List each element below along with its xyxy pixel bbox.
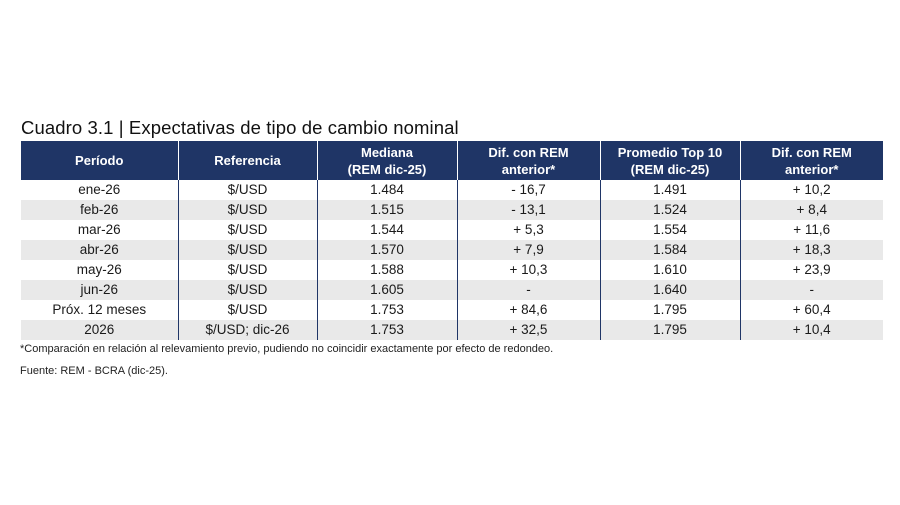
- header-text-line: Período: [75, 153, 124, 168]
- cell-referencia: $/USD: [177, 280, 317, 300]
- cell-promedio-top10: 1.524: [599, 200, 740, 220]
- header-text-line: anterior*: [785, 161, 839, 177]
- source-note: Fuente: REM - BCRA (dic-25).: [20, 365, 168, 377]
- exchange-rate-table: Período Referencia Mediana (REM dic-25) Dif.…: [21, 141, 883, 340]
- cell-referencia: $/USD: [177, 180, 317, 200]
- cell-dif-top10: + 60,4: [739, 300, 883, 320]
- cell-dif-top10: + 10,4: [739, 320, 883, 340]
- header-mediana: Mediana (REM dic-25): [316, 141, 457, 180]
- table-row: jun-26 $/USD 1.605-1.640-: [21, 280, 883, 300]
- header-text-line: (REM dic-25): [347, 161, 427, 177]
- header-promedio-top10: Promedio Top 10 (REM dic-25): [599, 141, 740, 180]
- table-row: may-26 $/USD 1.588 + 10,3 1.610 + 23,9: [21, 260, 883, 280]
- header-row: Período Referencia Mediana (REM dic-25) Dif.…: [21, 141, 883, 180]
- cell-promedio-top10: 1.584: [599, 240, 740, 260]
- cell-referencia: $/USD; dic-26: [177, 320, 317, 340]
- cell-dif-top10: + 18,3: [739, 240, 883, 260]
- cell-mediana: 1.484: [316, 180, 457, 200]
- cell-mediana: 1.544: [316, 220, 457, 240]
- cell-promedio-top10: 1.610: [599, 260, 740, 280]
- cell-promedio-top10: 1.491: [599, 180, 740, 200]
- header-text-line: Referencia: [214, 153, 281, 168]
- cell-promedio-top10: 1.795: [599, 300, 740, 320]
- header-text-line: Dif. con REM: [488, 144, 569, 160]
- header-text-line: (REM dic-25): [630, 161, 710, 177]
- cell-dif-mediana: - 16,7: [456, 180, 600, 200]
- cell-dif-mediana: + 10,3: [456, 260, 600, 280]
- header-periodo: Período: [21, 141, 178, 180]
- cell-dif-mediana: -: [456, 280, 600, 300]
- cell-referencia: $/USD: [177, 300, 317, 320]
- table-body: ene-26 $/USD 1.484- 16,7 1.491 + 10,2 feb-26 $…: [21, 180, 883, 340]
- cell-dif-top10: + 23,9: [739, 260, 883, 280]
- table-row: abr-26 $/USD 1.570 + 7,9 1.584 + 18,3: [21, 240, 883, 260]
- cell-dif-top10: + 8,4: [739, 200, 883, 220]
- table-row: feb-26 $/USD 1.515- 13,1 1.524 + 8,4: [21, 200, 883, 220]
- header-text-line: Promedio Top 10: [617, 144, 723, 160]
- table-row: 2026 $/USD; dic-26 1.753 + 32,5 1.795 + 10,4: [21, 320, 883, 340]
- cell-periodo: ene-26: [21, 180, 178, 200]
- cell-dif-top10: + 11,6: [739, 220, 883, 240]
- header-referencia: Referencia: [177, 141, 317, 180]
- table-row: mar-26 $/USD 1.544 + 5,3 1.554 + 11,6: [21, 220, 883, 240]
- cell-mediana: 1.605: [316, 280, 457, 300]
- cell-dif-mediana: + 7,9: [456, 240, 600, 260]
- cell-periodo: 2026: [21, 320, 178, 340]
- header-text-line: Dif. con REM: [771, 144, 852, 160]
- header-text-line: anterior*: [501, 161, 556, 177]
- cell-periodo: abr-26: [21, 240, 178, 260]
- cell-dif-mediana: + 84,6: [456, 300, 600, 320]
- table-block: Cuadro 3.1 | Expectativas de tipo de cam…: [20, 117, 883, 378]
- cell-mediana: 1.588: [316, 260, 457, 280]
- header-dif-mediana: Dif. con REM anterior*: [456, 141, 600, 180]
- cell-promedio-top10: 1.554: [599, 220, 740, 240]
- header-dif-top10: Dif. con REM anterior*: [739, 141, 883, 180]
- header-text-line: Mediana: [360, 144, 413, 160]
- cell-dif-mediana: - 13,1: [456, 200, 600, 220]
- table-header: Período Referencia Mediana (REM dic-25) Dif.…: [21, 141, 883, 180]
- table-title: Cuadro 3.1 | Expectativas de tipo de cam…: [21, 117, 459, 138]
- cell-referencia: $/USD: [177, 260, 317, 280]
- footnote: *Comparación en relación al relevamiento…: [20, 343, 554, 355]
- cell-mediana: 1.753: [316, 300, 457, 320]
- cell-dif-top10: + 10,2: [739, 180, 883, 200]
- cell-promedio-top10: 1.795: [599, 320, 740, 340]
- cell-mediana: 1.515: [316, 200, 457, 220]
- cell-referencia: $/USD: [177, 240, 317, 260]
- cell-periodo: feb-26: [21, 200, 178, 220]
- cell-promedio-top10: 1.640: [599, 280, 740, 300]
- cell-periodo: jun-26: [21, 280, 178, 300]
- cell-referencia: $/USD: [177, 200, 317, 220]
- table-row: ene-26 $/USD 1.484- 16,7 1.491 + 10,2: [21, 180, 883, 200]
- cell-mediana: 1.570: [316, 240, 457, 260]
- cell-periodo: mar-26: [21, 220, 178, 240]
- cell-dif-mediana: + 32,5: [456, 320, 600, 340]
- cell-periodo: may-26: [21, 260, 178, 280]
- cell-dif-mediana: + 5,3: [456, 220, 600, 240]
- cell-periodo: Próx. 12 meses: [21, 300, 178, 320]
- table-row: Próx. 12 meses $/USD 1.753 + 84,6 1.795 + 60,…: [21, 300, 883, 320]
- cell-mediana: 1.753: [316, 320, 457, 340]
- cell-referencia: $/USD: [177, 220, 317, 240]
- cell-dif-top10: -: [739, 280, 883, 300]
